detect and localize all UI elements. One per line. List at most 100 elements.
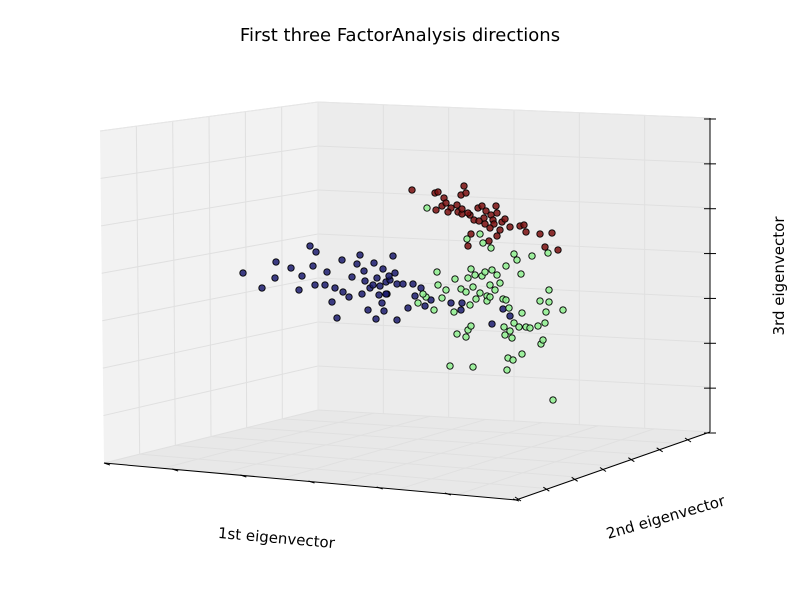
data-point [469,283,477,291]
data-point [298,272,306,280]
x-tick [240,474,247,478]
y-tick [571,476,578,482]
data-point [321,281,329,289]
data-point [323,268,331,276]
data-point [545,286,553,294]
data-point [389,252,397,260]
data-point [541,319,549,327]
data-point [508,334,516,342]
y-tick [514,496,522,502]
data-point [453,201,461,209]
data-point [271,274,279,282]
data-point [486,281,494,289]
data-point [345,293,353,301]
data-point [515,323,523,331]
data-point [370,259,378,267]
data-point [372,315,380,323]
grid-line [162,412,375,469]
data-point [463,235,471,243]
data-point [510,319,518,327]
data-point [414,299,422,307]
data-point [239,269,247,277]
data-point [499,305,507,313]
data-point [364,306,372,314]
data-point [348,273,356,281]
data-point [481,220,489,228]
data-point [496,279,504,287]
x-tick [172,468,179,472]
data-point [453,330,461,338]
data-point [549,396,557,404]
data-point [331,284,339,292]
data-point [536,230,544,238]
x-tick [376,486,383,490]
data-point [338,256,346,264]
x-axis-label: 1st eigenvector [217,524,336,552]
data-point [486,224,494,232]
data-point [460,182,468,190]
data-point [548,229,556,237]
axis-ticks [103,118,716,502]
y-tick [684,437,692,443]
data-point [466,301,474,309]
data-point [328,298,336,306]
y-tick [628,457,635,463]
data-point [542,308,550,316]
pane-floor [104,410,710,500]
data-point [361,277,369,285]
data-point [526,324,534,332]
grid-line [280,418,487,480]
grid-line [135,126,141,455]
data-point [500,323,508,331]
data-point [360,267,368,275]
data-point [376,282,384,290]
y-tick [599,467,607,472]
data-point [471,271,479,279]
data-point [442,199,450,207]
data-point [421,302,429,310]
data-point [311,281,319,289]
data-point [411,292,419,300]
data-point [379,265,387,273]
data-point [393,316,401,324]
data-point [339,288,347,296]
grid-line [398,425,599,490]
y-axis-label: 2nd eigenvector [604,491,728,542]
data-point [391,269,399,277]
data-point [457,306,465,314]
x-tick [308,480,315,484]
data-point [492,202,500,210]
data-point [369,281,377,289]
data-point [502,262,510,270]
data-point [464,242,472,250]
data-point [522,228,530,236]
data-point [447,299,455,307]
data-point [486,293,494,301]
data-point [488,320,496,328]
data-point [518,309,526,317]
data-point [476,289,484,297]
axes-3d [99,101,716,502]
data-point [487,244,495,252]
data-point [450,308,458,316]
grid-line [339,422,543,485]
grid-line [246,427,646,456]
data-point [510,250,518,258]
data-point [430,306,438,314]
grid-line [456,428,655,496]
data-point [539,336,547,344]
data-point [432,206,440,214]
data-point [528,252,536,260]
data-points [239,182,567,404]
data-point [482,207,490,215]
data-point [491,286,499,294]
x-tick [512,498,520,502]
y-axis-line [515,431,711,501]
data-point [446,362,454,370]
data-point [559,306,567,314]
data-point [306,242,314,250]
z-axis-label: 3rd eigenvector [770,216,788,336]
data-point [554,246,562,254]
x-tick [444,492,451,496]
